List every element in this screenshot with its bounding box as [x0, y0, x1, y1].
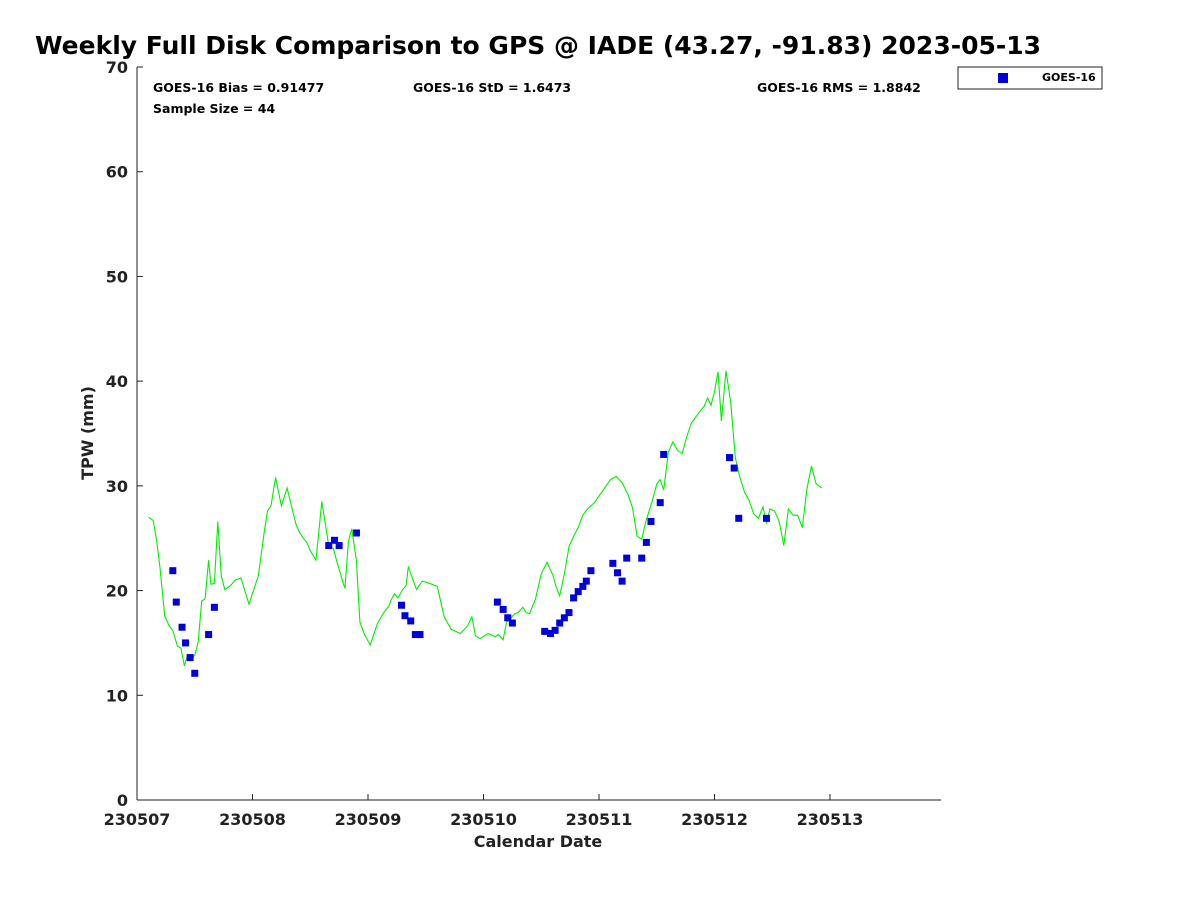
goes16-point [582, 577, 590, 585]
goes16-point [647, 517, 655, 525]
chart-title: Weekly Full Disk Comparison to GPS @ IAD… [35, 31, 1041, 60]
legend: GOES-16 [957, 66, 1103, 90]
x-tick-label: 230513 [797, 810, 864, 829]
goes16-point [587, 567, 595, 575]
goes16-point [508, 619, 516, 627]
goes16-point [623, 554, 631, 562]
goes16-point [560, 614, 568, 622]
goes16-point [335, 542, 343, 550]
goes16-point [397, 601, 405, 609]
goes16-point [172, 598, 180, 606]
y-tick-label: 10 [106, 686, 128, 705]
y-tick-label: 60 [106, 163, 128, 182]
goes16-point [565, 609, 573, 617]
goes16-point [331, 536, 339, 544]
goes16-point [407, 617, 415, 625]
goes16-point [493, 598, 501, 606]
stat-sample-size: Sample Size = 44 [153, 101, 275, 116]
goes16-point [762, 514, 770, 522]
goes16-point [730, 464, 738, 472]
goes16-point [656, 499, 664, 507]
goes16-point [325, 542, 333, 550]
x-tick-label: 230510 [450, 810, 517, 829]
goes16-marker-layer [169, 450, 770, 677]
goes16-point [642, 538, 650, 546]
goes16-point [186, 654, 194, 662]
legend-label-goes16: GOES-16 [1042, 71, 1096, 84]
legend-box [957, 66, 1103, 90]
goes16-point [638, 554, 646, 562]
goes16-point [609, 559, 617, 567]
goes16-point [504, 614, 512, 622]
goes16-point [735, 514, 743, 522]
goes16-point [499, 605, 507, 613]
goes16-point [352, 529, 360, 537]
goes16-point [169, 567, 177, 575]
goes16-point [660, 450, 668, 458]
goes16-point [182, 639, 190, 647]
legend-marker-goes16 [998, 73, 1008, 83]
x-tick-label: 230511 [566, 810, 633, 829]
goes16-point [556, 619, 564, 627]
x-tick-layer: 230507 230508 230509 230510 230511 230512 2305… [104, 794, 864, 829]
goes16-point [401, 612, 409, 620]
y-tick-label: 20 [106, 582, 128, 601]
goes16-point [205, 631, 213, 639]
x-axis-label: Calendar Date [474, 832, 603, 851]
goes16-point [546, 630, 554, 638]
goes16-point [210, 603, 218, 611]
y-tick-label: 0 [117, 791, 128, 810]
x-tick-label: 230507 [104, 810, 171, 829]
goes16-point [416, 631, 424, 639]
x-tick-label: 230512 [681, 810, 748, 829]
y-tick-label: 70 [106, 58, 128, 77]
y-tick-label: 40 [106, 372, 128, 391]
gps-line-layer [148, 370, 823, 667]
goes16-point [618, 577, 626, 585]
gps-series-line [148, 370, 823, 667]
stat-std: GOES-16 StD = 1.6473 [413, 80, 571, 95]
y-tick-layer: 0 10 20 30 40 50 60 70 [106, 58, 143, 810]
stat-bias: GOES-16 Bias = 0.91477 [153, 80, 324, 95]
goes16-point [411, 631, 419, 639]
stat-rms: GOES-16 RMS = 1.8842 [757, 80, 921, 95]
y-tick-label: 50 [106, 267, 128, 286]
y-axis-label: TPW (mm) [78, 386, 97, 480]
x-tick-label: 230509 [335, 810, 402, 829]
goes16-point [178, 623, 186, 631]
goes16-point [574, 588, 582, 596]
goes16-point [551, 626, 559, 634]
goes16-point [570, 594, 578, 602]
goes16-point [191, 669, 199, 677]
y-tick-label: 30 [106, 477, 128, 496]
x-tick-label: 230508 [219, 810, 286, 829]
goes16-point [579, 582, 587, 590]
goes16-point [613, 569, 621, 577]
goes16-point [541, 627, 549, 635]
goes16-point [726, 454, 734, 462]
